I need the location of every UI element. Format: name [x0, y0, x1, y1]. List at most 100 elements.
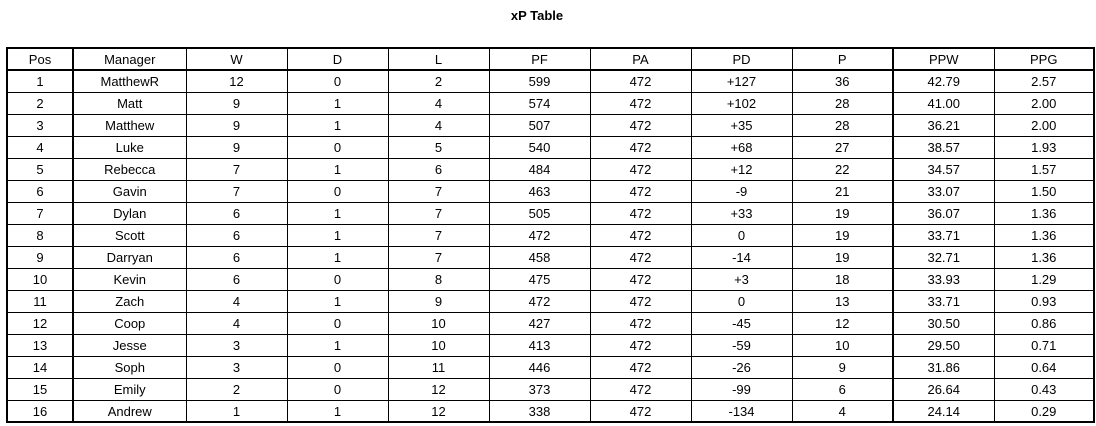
cell-d: 1 [286, 290, 389, 313]
cell-pd: -14 [690, 246, 793, 269]
cell-ppw: 34.57 [892, 158, 995, 181]
cell-ppw: 26.64 [892, 378, 995, 401]
cell-manager: Matt [72, 92, 187, 115]
xp-table: Pos Manager W D L PF PA PD P PPW PPG 1 Ma… [6, 47, 1095, 423]
cell-p: 28 [791, 92, 894, 115]
cell-w: 6 [185, 268, 288, 291]
cell-ppw: 42.79 [892, 69, 995, 93]
cell-d: 1 [286, 158, 389, 181]
cell-w: 6 [185, 202, 288, 225]
cell-l: 4 [387, 114, 490, 137]
header-d: D [286, 47, 389, 71]
cell-pf: 599 [488, 69, 591, 93]
cell-pos: 1 [6, 69, 74, 93]
cell-l: 5 [387, 136, 490, 159]
cell-pa: 472 [589, 312, 692, 335]
cell-p: 13 [791, 290, 894, 313]
cell-pf: 463 [488, 180, 591, 203]
cell-d: 1 [286, 202, 389, 225]
table-row: 7 Dylan 6 1 7 505 472 +33 19 36.07 1.36 [6, 202, 1095, 225]
cell-pa: 472 [589, 69, 692, 93]
cell-pd: -59 [690, 334, 793, 357]
cell-ppg: 0.43 [993, 378, 1095, 401]
table-row: 15 Emily 2 0 12 373 472 -99 6 26.64 0.43 [6, 378, 1095, 401]
header-row: Pos Manager W D L PF PA PD P PPW PPG [6, 47, 1095, 71]
cell-pa: 472 [589, 202, 692, 225]
cell-w: 12 [185, 69, 288, 93]
cell-pd: +68 [690, 136, 793, 159]
cell-w: 9 [185, 136, 288, 159]
cell-pa: 472 [589, 158, 692, 181]
cell-d: 0 [286, 180, 389, 203]
cell-pos: 5 [6, 158, 74, 181]
cell-p: 21 [791, 180, 894, 203]
cell-l: 8 [387, 268, 490, 291]
cell-l: 11 [387, 356, 490, 379]
cell-pos: 11 [6, 290, 74, 313]
cell-ppw: 36.07 [892, 202, 995, 225]
cell-w: 9 [185, 114, 288, 137]
cell-w: 3 [185, 356, 288, 379]
cell-l: 2 [387, 69, 490, 93]
table-row: 14 Soph 3 0 11 446 472 -26 9 31.86 0.64 [6, 356, 1095, 379]
table-row: 9 Darryan 6 1 7 458 472 -14 19 32.71 1.36 [6, 246, 1095, 269]
cell-pos: 16 [6, 400, 74, 423]
cell-pf: 475 [488, 268, 591, 291]
cell-w: 6 [185, 246, 288, 269]
cell-pos: 9 [6, 246, 74, 269]
cell-ppw: 32.71 [892, 246, 995, 269]
cell-l: 12 [387, 400, 490, 423]
cell-pf: 540 [488, 136, 591, 159]
cell-p: 12 [791, 312, 894, 335]
cell-manager: Kevin [72, 268, 187, 291]
cell-pa: 472 [589, 224, 692, 247]
cell-manager: Matthew [72, 114, 187, 137]
cell-pos: 15 [6, 378, 74, 401]
table-row: 1 MatthewR 12 0 2 599 472 +127 36 42.79 2.57 [6, 69, 1095, 93]
cell-p: 22 [791, 158, 894, 181]
cell-pa: 472 [589, 246, 692, 269]
cell-pd: -26 [690, 356, 793, 379]
cell-ppg: 1.50 [993, 180, 1095, 203]
cell-pos: 13 [6, 334, 74, 357]
cell-w: 3 [185, 334, 288, 357]
header-pf: PF [488, 47, 591, 71]
cell-p: 28 [791, 114, 894, 137]
table-title: xP Table [510, 8, 564, 23]
table-row: 13 Jesse 3 1 10 413 472 -59 10 29.50 0.71 [6, 334, 1095, 357]
cell-w: 9 [185, 92, 288, 115]
cell-ppg: 1.36 [993, 202, 1095, 225]
cell-ppw: 29.50 [892, 334, 995, 357]
cell-ppg: 0.29 [993, 400, 1095, 423]
cell-d: 1 [286, 92, 389, 115]
cell-pf: 574 [488, 92, 591, 115]
cell-w: 1 [185, 400, 288, 423]
cell-pf: 507 [488, 114, 591, 137]
cell-w: 7 [185, 158, 288, 181]
header-l: L [387, 47, 490, 71]
table-row: 4 Luke 9 0 5 540 472 +68 27 38.57 1.93 [6, 136, 1095, 159]
cell-p: 19 [791, 202, 894, 225]
cell-pos: 4 [6, 136, 74, 159]
cell-l: 12 [387, 378, 490, 401]
cell-ppg: 1.93 [993, 136, 1095, 159]
cell-manager: Scott [72, 224, 187, 247]
cell-pd: -45 [690, 312, 793, 335]
cell-pf: 427 [488, 312, 591, 335]
cell-l: 7 [387, 180, 490, 203]
cell-w: 6 [185, 224, 288, 247]
cell-p: 9 [791, 356, 894, 379]
table-row: 11 Zach 4 1 9 472 472 0 13 33.71 0.93 [6, 290, 1095, 313]
cell-pf: 373 [488, 378, 591, 401]
cell-manager: Emily [72, 378, 187, 401]
header-manager: Manager [72, 47, 187, 71]
cell-pd: +3 [690, 268, 793, 291]
cell-ppg: 1.57 [993, 158, 1095, 181]
cell-pd: -9 [690, 180, 793, 203]
cell-ppg: 0.64 [993, 356, 1095, 379]
cell-l: 10 [387, 312, 490, 335]
cell-d: 1 [286, 400, 389, 423]
header-p: P [791, 47, 894, 71]
cell-pa: 472 [589, 356, 692, 379]
cell-l: 4 [387, 92, 490, 115]
